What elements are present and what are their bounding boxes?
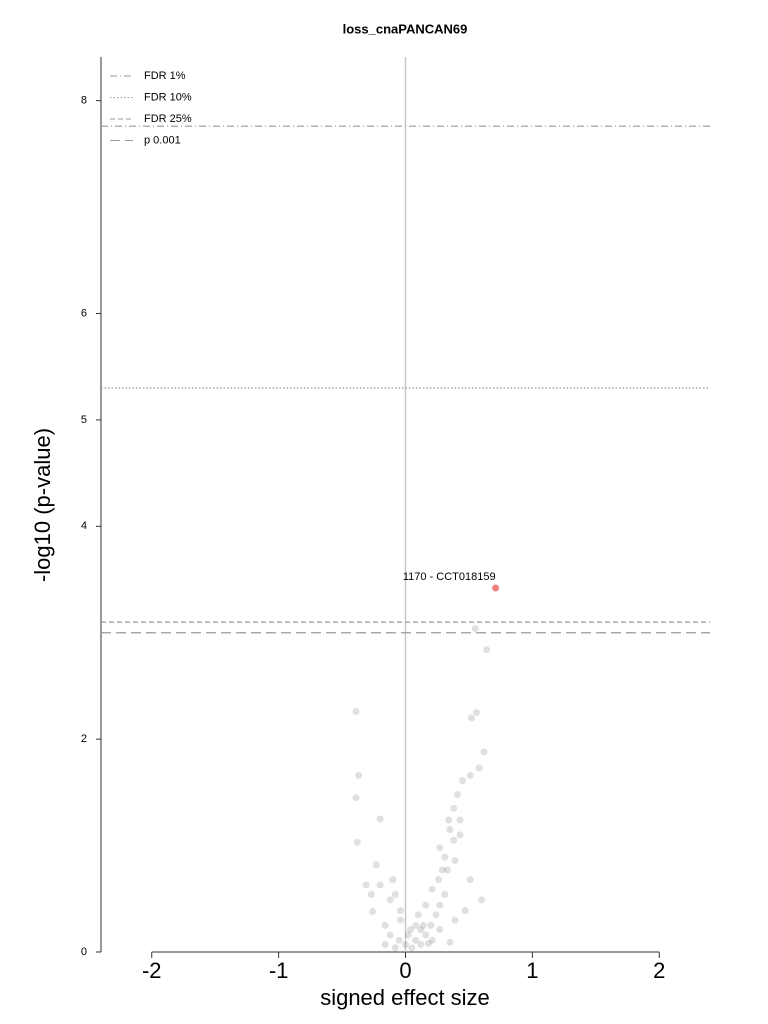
- point: [450, 804, 458, 812]
- point: [432, 911, 440, 919]
- point: [404, 931, 412, 939]
- point: [422, 931, 430, 939]
- x-tick-label: 0: [399, 958, 411, 983]
- y-tick-label: 8: [81, 95, 87, 107]
- point: [451, 916, 459, 924]
- point: [367, 891, 375, 899]
- point: [466, 876, 474, 884]
- point: [407, 926, 415, 934]
- point: [475, 764, 483, 772]
- point: [386, 896, 394, 904]
- point: [451, 856, 459, 864]
- point: [466, 771, 474, 779]
- point: [369, 908, 377, 916]
- point: [408, 944, 416, 952]
- point: [445, 816, 453, 824]
- point: [402, 941, 409, 949]
- x-tick-label: -2: [142, 958, 162, 983]
- point: [352, 794, 360, 802]
- point: [372, 861, 380, 869]
- point: [461, 906, 469, 914]
- point: [436, 926, 444, 934]
- legend-label: p 0.001: [144, 134, 181, 146]
- point: [412, 936, 420, 944]
- y-tick-label: 4: [81, 520, 87, 532]
- point: [381, 941, 389, 949]
- point: [396, 906, 404, 914]
- point: [436, 844, 444, 852]
- legend-label: FDR 10%: [144, 91, 192, 103]
- point: [417, 926, 425, 934]
- point: [459, 777, 467, 785]
- point: [428, 936, 436, 944]
- point: [389, 876, 397, 884]
- point: [381, 921, 389, 929]
- legend-label: FDR 1%: [144, 70, 186, 82]
- point: [441, 853, 449, 861]
- x-tick-label: 2: [653, 958, 665, 983]
- x-axis-label: signed effect size: [320, 985, 490, 1010]
- point: [419, 921, 427, 929]
- y-tick-label: 6: [81, 307, 87, 319]
- point: [478, 896, 486, 904]
- point: [441, 891, 449, 899]
- highlight-point: [492, 584, 500, 592]
- y-tick-label: 2: [81, 733, 87, 745]
- point: [386, 931, 394, 939]
- point: [456, 816, 464, 824]
- y-tick-label: 5: [81, 414, 87, 426]
- point: [424, 939, 432, 947]
- point: [376, 881, 384, 889]
- point: [443, 866, 451, 874]
- point: [456, 831, 464, 839]
- point: [355, 771, 363, 779]
- legend-label: FDR 25%: [144, 113, 192, 125]
- point: [438, 866, 446, 874]
- point: [376, 815, 384, 823]
- chart-title: loss_cnaPANCAN69: [343, 21, 468, 36]
- point: [391, 891, 399, 899]
- point: [483, 646, 491, 654]
- point: [352, 707, 360, 715]
- point: [353, 838, 361, 846]
- point: [422, 901, 430, 909]
- point: [436, 901, 444, 909]
- point: [396, 916, 404, 924]
- point: [417, 941, 425, 949]
- point: [414, 911, 422, 919]
- point: [450, 836, 458, 844]
- y-tick-label: 0: [81, 946, 87, 958]
- point: [412, 921, 420, 929]
- point: [391, 944, 399, 952]
- y-axis-label: -log10 (p-value): [30, 428, 55, 582]
- point: [395, 936, 403, 944]
- point: [471, 624, 479, 632]
- point: [362, 881, 370, 889]
- point: [480, 748, 488, 756]
- point: [428, 885, 436, 893]
- highlight-label: 1170 - CCT018159: [403, 571, 496, 583]
- point: [446, 938, 454, 946]
- point: [473, 709, 481, 717]
- point: [434, 876, 442, 884]
- point: [467, 714, 475, 722]
- point: [454, 790, 462, 798]
- point: [427, 921, 435, 929]
- point: [446, 826, 454, 834]
- x-tick-label: 1: [526, 958, 538, 983]
- x-tick-label: -1: [269, 958, 289, 983]
